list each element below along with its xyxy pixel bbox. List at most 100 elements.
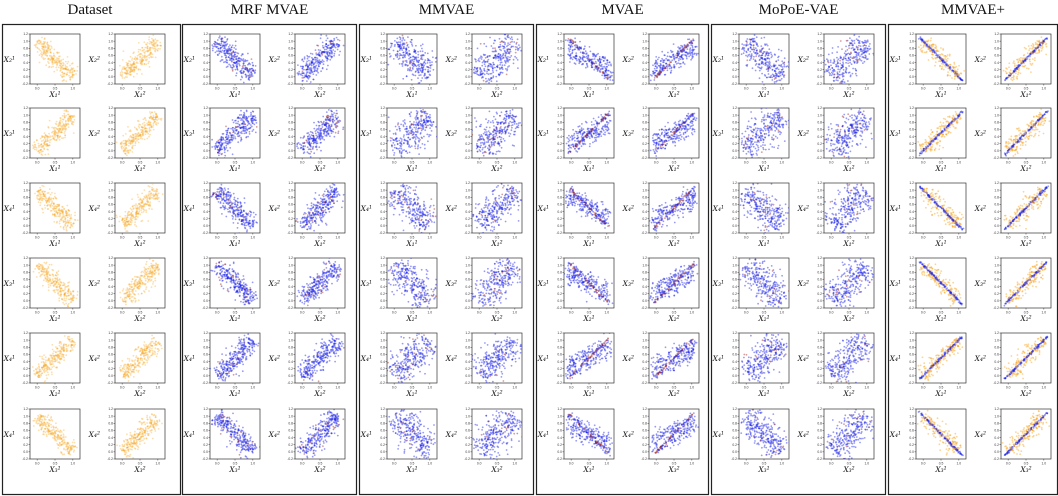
scatter-point xyxy=(253,115,255,117)
scatter-point xyxy=(233,62,235,64)
scatter-point xyxy=(134,364,136,366)
scatter-point xyxy=(307,66,309,68)
scatter-point xyxy=(76,70,78,72)
scatter-point xyxy=(47,136,49,138)
y-tick-label: 0.2 xyxy=(288,142,293,146)
scatter-point xyxy=(304,76,306,78)
scatter-point xyxy=(62,354,64,356)
x-axis-label: X₂² xyxy=(133,389,145,398)
scatter-point xyxy=(47,205,49,207)
scatter-point xyxy=(232,127,234,129)
scatter-point xyxy=(116,444,118,446)
scatter-point xyxy=(71,340,73,342)
scatter-point xyxy=(44,58,46,60)
scatter-point xyxy=(44,278,46,280)
scatter-point xyxy=(65,286,67,288)
scatter-point xyxy=(147,275,149,277)
scatter-point xyxy=(67,451,69,453)
scatter-point xyxy=(129,143,131,145)
scatter-point xyxy=(132,206,134,208)
scatter-point xyxy=(243,214,245,216)
scatter-point xyxy=(62,119,64,121)
scatter-point xyxy=(242,126,244,128)
scatter-point xyxy=(72,300,74,302)
scatter-point xyxy=(250,119,252,121)
scatter-point xyxy=(62,285,64,287)
scatter-point xyxy=(245,68,247,70)
scatter-point xyxy=(67,214,69,216)
scatter-point xyxy=(123,50,125,52)
scatter-point xyxy=(136,73,138,75)
scatter-point xyxy=(129,71,131,73)
scatter-point xyxy=(51,419,53,421)
scatter-point xyxy=(224,205,226,207)
scatter-point xyxy=(250,211,252,213)
scatter-point xyxy=(42,139,44,141)
scatter-point xyxy=(62,356,64,358)
scatter-point xyxy=(123,375,125,377)
scatter-point xyxy=(132,278,134,280)
scatter-point xyxy=(302,142,304,144)
scatter-point xyxy=(50,430,52,432)
scatter-point xyxy=(310,81,312,83)
scatter-point xyxy=(336,118,338,120)
scatter-point xyxy=(216,42,218,44)
y-tick-label: 0.8 xyxy=(23,120,28,124)
scatter-point xyxy=(318,62,320,64)
scatter-point xyxy=(333,128,335,130)
scatter-point xyxy=(44,205,46,207)
scatter-point xyxy=(128,138,130,140)
scatter-point xyxy=(232,153,234,155)
scatter-point xyxy=(46,202,48,204)
scatter-point xyxy=(42,433,44,435)
scatter-point xyxy=(321,54,323,56)
scatter-point xyxy=(57,438,59,440)
scatter-point xyxy=(219,35,221,37)
scatter-point xyxy=(59,352,61,354)
scatter-point xyxy=(48,192,50,194)
scatter-point xyxy=(243,65,245,67)
scatter-point xyxy=(55,283,57,285)
scatter-point xyxy=(64,66,66,68)
scatter-point xyxy=(151,208,153,210)
scatter-point xyxy=(162,193,164,195)
y-tick-label: 0.0 xyxy=(23,149,28,153)
scatter-point xyxy=(62,347,64,349)
scatter-point xyxy=(129,288,131,290)
scatter-point xyxy=(135,59,137,61)
scatter-point xyxy=(134,447,136,449)
scatter-point xyxy=(145,63,147,65)
scatter-point xyxy=(227,143,229,145)
scatter-point xyxy=(49,144,51,146)
scatter-point xyxy=(323,47,325,49)
scatter-point xyxy=(149,201,151,203)
scatter-point xyxy=(56,121,58,123)
y-tick-label: 0.6 xyxy=(23,128,28,132)
scatter-point xyxy=(228,56,230,58)
scatter-point xyxy=(51,354,53,356)
scatter-point xyxy=(148,279,150,281)
scatter-point xyxy=(219,51,221,53)
scatter-point xyxy=(64,117,66,119)
x-tick-label: 0.0 xyxy=(120,386,125,390)
y-tick-label: 0.6 xyxy=(23,203,28,207)
scatter-point xyxy=(153,119,155,121)
scatter-point xyxy=(145,211,147,213)
scatter-point xyxy=(134,127,136,129)
scatter-point xyxy=(127,69,129,71)
scatter-point xyxy=(235,126,237,128)
scatter-point xyxy=(53,129,55,131)
scatter-point xyxy=(53,285,55,287)
y-tick-label: 0.4 xyxy=(23,210,28,214)
scatter-point xyxy=(138,209,140,211)
scatter-point xyxy=(307,151,309,153)
scatter-point xyxy=(57,135,59,137)
y-tick-label: 0.0 xyxy=(108,374,113,378)
scatter-point xyxy=(308,75,310,77)
scatter-point xyxy=(309,153,311,155)
scatter-point xyxy=(332,49,334,51)
y-axis-label: X₂¹ xyxy=(183,55,195,64)
scatter-point xyxy=(65,446,67,448)
scatter-point xyxy=(63,350,65,352)
scatter-point xyxy=(323,121,325,123)
